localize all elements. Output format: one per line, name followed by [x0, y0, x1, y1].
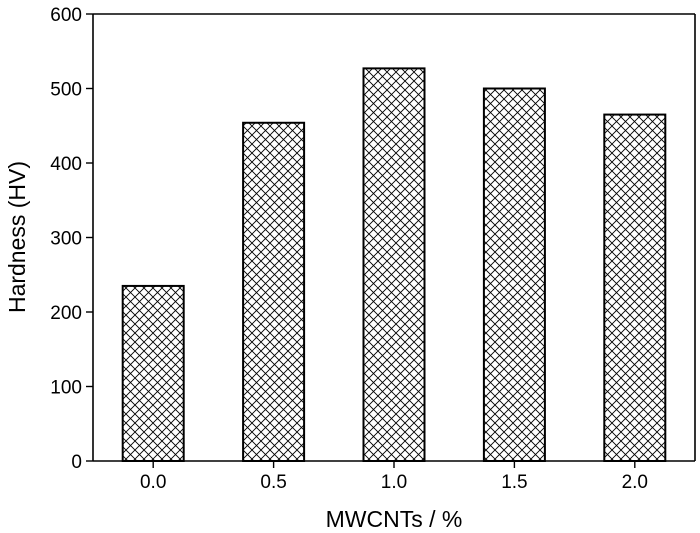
- y-ticks: 0 100 200 300 400 500 600: [50, 5, 93, 473]
- x-axis-title: MWCNTs / %: [326, 506, 463, 532]
- x-tick-label: 0.0: [140, 472, 166, 493]
- bar-2.0: [603, 113, 667, 462]
- bar-1.0: [362, 67, 426, 462]
- y-tick-label: 100: [50, 378, 82, 399]
- x-ticks: 0.0 0.5 1.0 1.5 2.0: [140, 461, 648, 493]
- y-tick-label: 0: [71, 452, 82, 473]
- bars-group: [121, 67, 667, 463]
- x-tick-label: 2.0: [622, 472, 648, 493]
- y-tick-label: 200: [50, 303, 82, 324]
- y-axis-title: Hardness (HV): [4, 161, 30, 313]
- x-axis: 0.0 0.5 1.0 1.5 2.0: [93, 460, 695, 493]
- bar-0.5: [242, 121, 306, 463]
- bar-1.5: [482, 87, 546, 462]
- x-tick-label: 0.5: [260, 472, 286, 493]
- bar-0.0: [121, 284, 185, 462]
- y-axis: 0 100 200 300 400 500 600: [50, 5, 94, 473]
- y-tick-label: 500: [50, 80, 82, 101]
- y-tick-label: 600: [50, 5, 82, 26]
- x-tick-label: 1.0: [381, 472, 407, 493]
- x-tick-label: 1.5: [501, 472, 527, 493]
- y-tick-label: 300: [50, 229, 82, 250]
- y-tick-label: 400: [50, 154, 82, 175]
